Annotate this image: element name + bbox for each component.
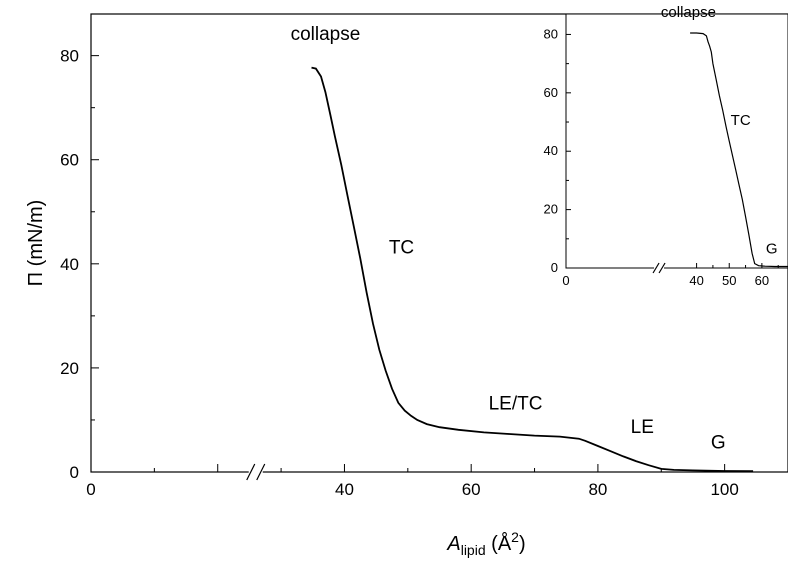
- annotation-label: TC: [731, 112, 751, 129]
- x-tick-label: 100: [710, 480, 738, 499]
- x-tick-label: 50: [722, 273, 736, 288]
- axis-break-gap: [654, 265, 665, 271]
- x-tick-label: 40: [689, 273, 703, 288]
- axis-break-mark: [652, 262, 660, 274]
- x-tick-label: 80: [588, 480, 607, 499]
- inset-plot-frame: [565, 13, 788, 269]
- y-tick-label: 20: [544, 202, 558, 217]
- inset-annotations: collapse TC G: [661, 4, 778, 257]
- inset-plot: 0 40 50 60 0 20 40 60 80 collapse TC G: [544, 4, 788, 288]
- x-axis-label-close: ): [519, 533, 526, 555]
- annotation-label: collapse: [661, 4, 716, 21]
- main-plot-frame: [90, 13, 788, 473]
- y-tick-label: 80: [544, 26, 558, 41]
- x-axis-label: Alipid (Å2): [446, 529, 525, 558]
- annotation-label: LE/TC: [489, 394, 543, 415]
- y-axis-label: Π (mN/m): [25, 200, 47, 287]
- x-axis-label-subscript: lipid: [461, 542, 486, 558]
- y-tick-label: 60: [60, 151, 79, 170]
- axis-break-mark: [658, 262, 666, 274]
- y-tick-label: 20: [60, 359, 79, 378]
- annotation-label: LE: [631, 417, 654, 438]
- inset-axis-break: [652, 262, 666, 274]
- y-tick-label: 60: [544, 85, 558, 100]
- inset-ticks: 0 40 50 60 0 20 40 60 80: [544, 26, 779, 288]
- inset-pressure-isotherm-line: [690, 32, 788, 268]
- main-ticks: 0 40 60 80 100 0 20 40 60 80: [60, 47, 739, 499]
- main-annotations: collapse TC LE/TC LE G: [291, 24, 726, 454]
- x-axis-label-symbol: A: [446, 533, 460, 555]
- axis-break-mark: [256, 463, 266, 481]
- annotation-label: G: [766, 240, 778, 257]
- y-tick-label: 0: [551, 260, 558, 275]
- x-tick-label: 0: [86, 480, 95, 499]
- annotation-label: TC: [389, 237, 414, 258]
- axis-break-gap: [248, 469, 263, 475]
- main-pressure-isotherm-line: [311, 66, 754, 473]
- annotation-label: G: [711, 433, 726, 454]
- x-tick-label: 0: [562, 273, 569, 288]
- y-tick-label: 0: [70, 463, 79, 482]
- axis-break-mark: [246, 463, 256, 481]
- x-axis-label-superscript: 2: [511, 529, 519, 545]
- y-tick-label: 40: [60, 255, 79, 274]
- x-tick-label: 60: [462, 480, 481, 499]
- annotation-label: collapse: [291, 24, 361, 45]
- main-axis-break: [246, 463, 266, 481]
- x-axis-label-unit: (Å: [486, 532, 512, 555]
- x-tick-label: 40: [335, 480, 354, 499]
- y-tick-label: 80: [60, 47, 79, 66]
- y-tick-label: 40: [544, 143, 558, 158]
- x-tick-label: 60: [755, 273, 769, 288]
